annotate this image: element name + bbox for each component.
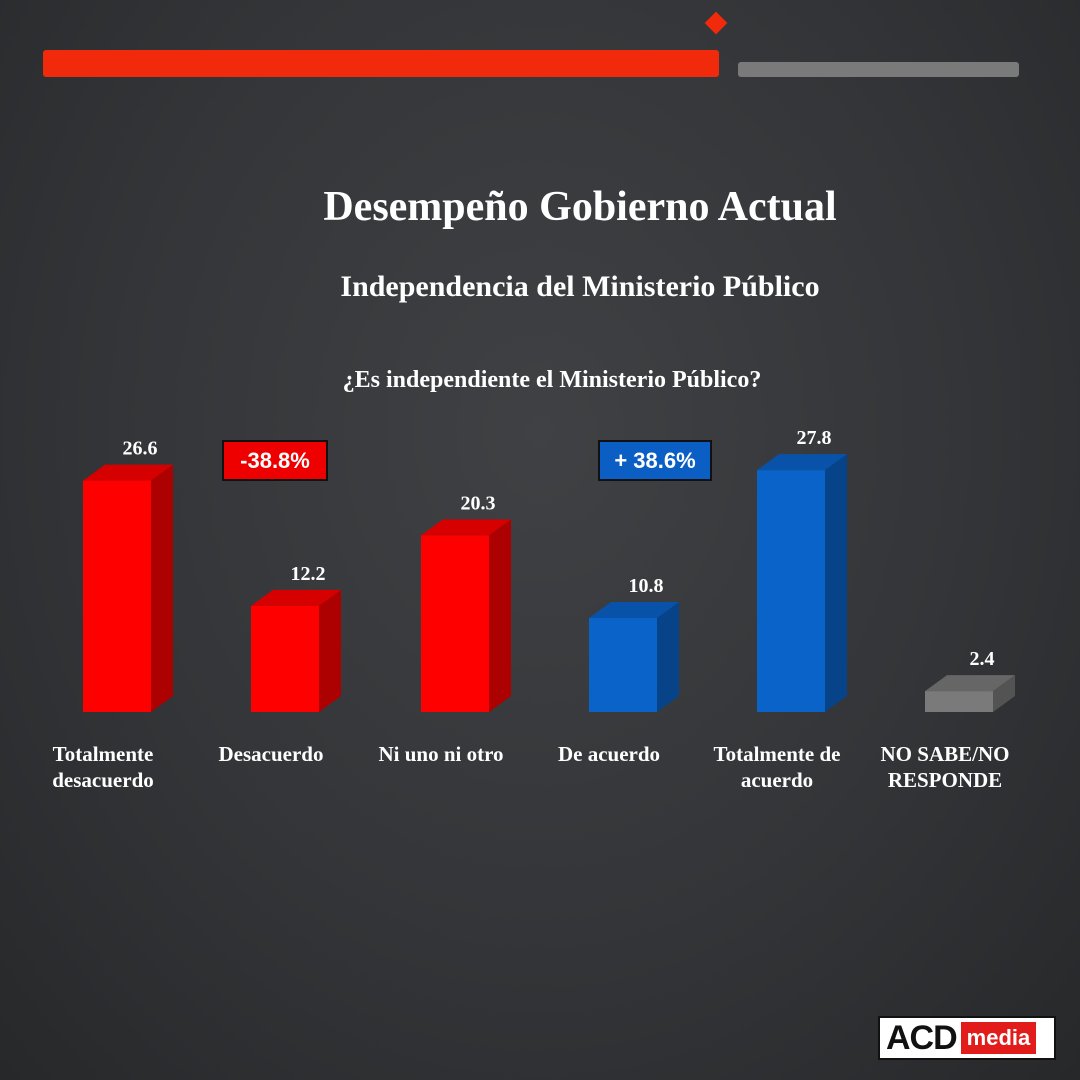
- category-label-1: Desacuerdo: [187, 741, 355, 767]
- category-label-line: Ni uno ni otro: [378, 742, 504, 766]
- bar-0: [83, 464, 173, 712]
- bar-side: [319, 589, 341, 712]
- logo-media-text: media: [960, 1022, 1037, 1054]
- bar-top: [83, 464, 173, 481]
- logo-acd-text: ACD: [886, 1018, 958, 1057]
- bar-side: [657, 602, 679, 712]
- category-label-4: Totalmente de acuerdo: [693, 741, 861, 793]
- data-label-5: 2.4: [970, 648, 995, 670]
- category-label-line: De acuerdo: [557, 742, 661, 766]
- category-label-line: desacuerdo: [52, 768, 154, 792]
- bar-top: [925, 675, 1015, 692]
- bar-front: [421, 535, 489, 712]
- bar-4: [757, 454, 847, 712]
- data-label-0: 26.6: [123, 438, 158, 460]
- category-label-3: De acuerdo: [525, 741, 693, 767]
- bar-front: [251, 605, 319, 712]
- category-label-5: NO SABE/NO RESPONDE: [861, 741, 1029, 793]
- category-label-line: Desacuerdo: [218, 742, 324, 766]
- bar-top: [251, 589, 341, 606]
- data-label-1: 12.2: [291, 563, 326, 585]
- header-gray-bar: [738, 62, 1019, 77]
- bar-front: [925, 691, 993, 712]
- acd-media-logo: ACD media: [878, 1016, 1056, 1060]
- bar-5: [925, 675, 1015, 712]
- bar-side: [825, 454, 847, 712]
- bar-top: [421, 519, 511, 536]
- bar-front: [83, 480, 151, 712]
- category-label-line: acuerdo: [740, 768, 814, 792]
- header-accent-bar: [43, 50, 719, 77]
- bar-side: [489, 519, 511, 712]
- category-label-line: Totalmente: [52, 742, 154, 766]
- category-label-2: Ni uno ni otro: [357, 741, 525, 767]
- bar-front: [757, 470, 825, 712]
- positive-total-badge: + 38.6%: [598, 440, 712, 481]
- page-title: Desempeño Gobierno Actual: [323, 184, 837, 230]
- bar-top: [589, 602, 679, 619]
- category-label-line: NO SABE/NO: [880, 742, 1010, 766]
- bar-3: [589, 602, 679, 712]
- chart-question: ¿Es independiente el Ministerio Público?: [342, 367, 762, 393]
- data-label-2: 20.3: [461, 492, 496, 514]
- bar-side: [993, 675, 1015, 712]
- data-label-3: 10.8: [629, 575, 664, 597]
- bar-2: [421, 519, 511, 712]
- data-label-4: 27.8: [797, 427, 832, 449]
- category-label-0: Totalmente desacuerdo: [19, 741, 187, 793]
- bar-front: [589, 618, 657, 712]
- bar-1: [251, 589, 341, 712]
- category-label-line: RESPONDE: [887, 768, 1003, 792]
- page-subtitle: Independencia del Ministerio Público: [340, 270, 820, 303]
- negative-total-badge: -38.8%: [222, 440, 328, 481]
- bar-top: [757, 454, 847, 471]
- bar-side: [151, 464, 173, 712]
- category-label-line: Totalmente de: [713, 742, 841, 766]
